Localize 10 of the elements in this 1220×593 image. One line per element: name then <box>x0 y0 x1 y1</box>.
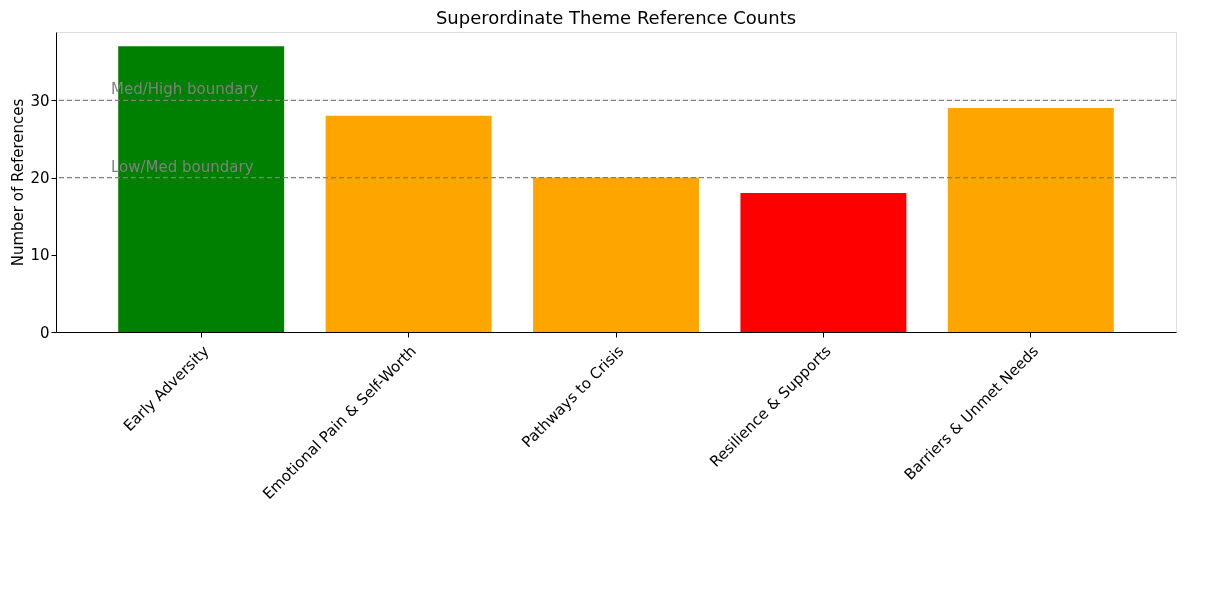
chart-title: Superordinate Theme Reference Counts <box>435 7 797 28</box>
y-tick-label: 0 <box>39 323 50 342</box>
bar <box>533 177 699 332</box>
bar <box>325 115 492 332</box>
bar <box>947 108 1114 332</box>
bar <box>740 193 907 332</box>
y-tick-label: 20 <box>30 169 50 188</box>
y-tick-label: 10 <box>30 246 50 265</box>
y-axis-title: Number of References <box>9 98 28 267</box>
y-tick-label: 30 <box>30 91 50 110</box>
